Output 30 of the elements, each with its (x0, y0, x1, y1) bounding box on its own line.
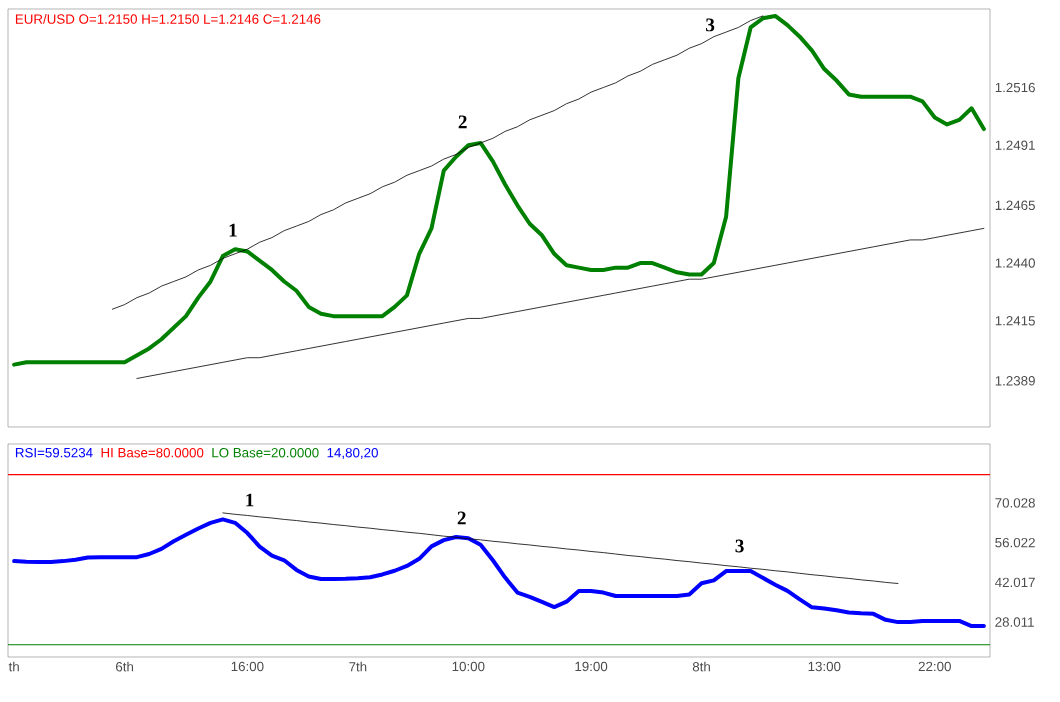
x-tick-label: 16:00 (231, 661, 264, 672)
annotation: EUR/USD O=1.2150 H=1.2150 L=1.2146 C=1.2146 (15, 14, 321, 24)
annotation: 14,80,20 (327, 447, 378, 459)
annotation: 1 (246, 493, 254, 507)
x-tick-label: th (8, 661, 19, 672)
y-tick-label: 56.022 (995, 537, 1035, 548)
y-tick-label: 1.2440 (995, 258, 1035, 268)
x-tick-label: 8th (692, 661, 710, 672)
annotation: RSI=59.5234 (15, 447, 93, 458)
annotation: 2 (458, 115, 467, 129)
annotation: 3 (706, 18, 715, 32)
y-tick-label: 70.028 (995, 498, 1035, 508)
x-tick-label: 6th (116, 661, 134, 672)
y-tick-label: 1.2491 (995, 140, 1035, 150)
y-tick-label: 1.2516 (995, 82, 1035, 93)
annotation: LO Base=20.0000 (212, 447, 319, 458)
y-tick-label: 42.017 (995, 577, 1035, 588)
x-tick-label: 10:00 (452, 661, 485, 672)
annotation: 3 (735, 539, 744, 553)
annotation: 2 (457, 511, 466, 525)
y-tick-label: 28.011 (995, 617, 1034, 627)
annotation: 1 (229, 223, 237, 237)
y-tick-label: 1.2465 (995, 200, 1035, 210)
x-tick-label: 22:00 (918, 661, 951, 672)
y-tick-label: 1.2415 (995, 316, 1035, 326)
y-tick-label: 1.2389 (995, 376, 1035, 386)
x-tick-label: 7th (349, 661, 367, 672)
x-tick-label: 13:00 (808, 661, 841, 672)
annotation: HI Base=80.0000 (101, 447, 204, 458)
x-tick-label: 19:00 (575, 661, 608, 672)
